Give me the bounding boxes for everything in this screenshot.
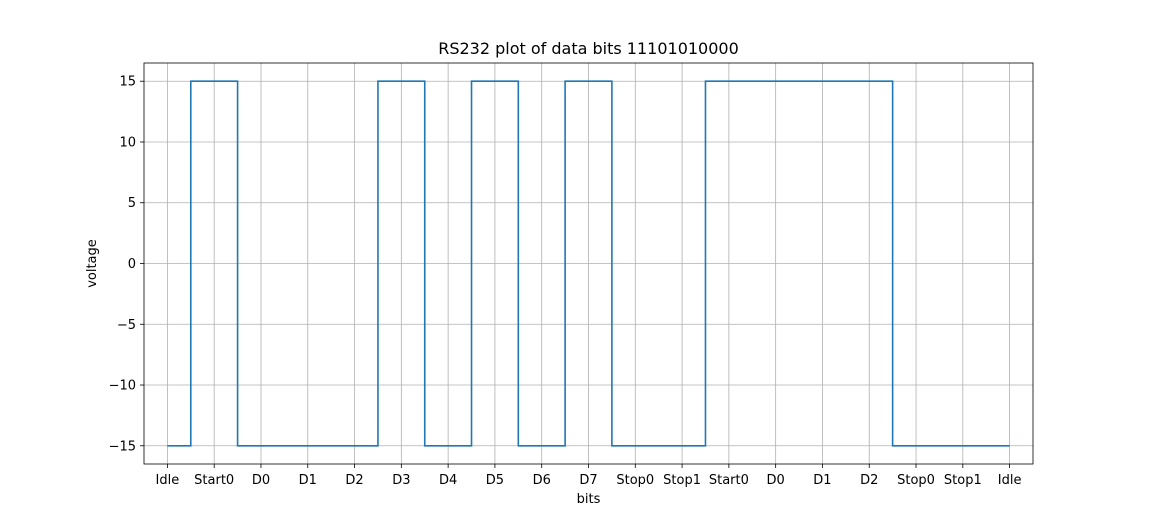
x-axis-ticks: Idle Start0 D0 D1 D2 D3 D4 D5 D6 D7 Stop0 Stop1 Star… xyxy=(156,464,1022,488)
data-point xyxy=(962,445,964,447)
x-tick-label: Start0 xyxy=(709,473,749,488)
x-tick-label: D0 xyxy=(252,473,270,488)
data-point xyxy=(541,445,543,447)
series-layer xyxy=(166,80,1010,447)
x-tick-label: Idle xyxy=(156,473,180,488)
y-axis-ticks: −15 −10 −5 0 5 10 15 xyxy=(109,75,144,454)
x-tick-label: Stop0 xyxy=(897,473,935,488)
data-point xyxy=(307,445,309,447)
x-tick-label: D2 xyxy=(345,473,363,488)
y-tick-label: −15 xyxy=(109,439,136,454)
data-point xyxy=(634,445,636,447)
x-tick-label: D2 xyxy=(860,473,878,488)
x-tick-label: D1 xyxy=(299,473,317,488)
data-point xyxy=(213,80,215,82)
x-tick-label: D4 xyxy=(439,473,457,488)
x-tick-label: D1 xyxy=(813,473,831,488)
data-point xyxy=(728,80,730,82)
y-tick-label: 10 xyxy=(119,135,136,150)
x-tick-label: Start0 xyxy=(194,473,234,488)
y-tick-label: −10 xyxy=(109,379,136,394)
y-tick-label: 5 xyxy=(128,196,136,211)
series-line xyxy=(167,80,1010,447)
y-axis-label: voltage xyxy=(85,239,100,288)
y-tick-label: 15 xyxy=(119,75,136,90)
x-tick-label: Stop1 xyxy=(944,473,982,488)
data-point xyxy=(774,80,776,82)
x-tick-label: D5 xyxy=(486,473,504,488)
data-point xyxy=(260,445,262,447)
data-point xyxy=(494,80,496,82)
data-point xyxy=(1008,445,1010,447)
data-point xyxy=(400,80,402,82)
data-point xyxy=(353,445,355,447)
grid-layer xyxy=(144,63,1033,464)
y-tick-label: 0 xyxy=(128,257,136,272)
data-point xyxy=(587,80,589,82)
x-tick-label: D0 xyxy=(767,473,785,488)
x-tick-label: Idle xyxy=(998,473,1022,488)
data-point xyxy=(166,445,168,447)
data-point xyxy=(915,445,917,447)
data-point xyxy=(447,445,449,447)
data-point xyxy=(681,445,683,447)
x-tick-label: D6 xyxy=(533,473,551,488)
x-tick-label: Stop1 xyxy=(663,473,701,488)
y-tick-label: −5 xyxy=(117,318,136,333)
data-point xyxy=(868,80,870,82)
x-tick-label: D7 xyxy=(579,473,597,488)
chart-title: RS232 plot of data bits 11101010000 xyxy=(438,39,739,58)
x-tick-label: D3 xyxy=(392,473,410,488)
data-point xyxy=(821,80,823,82)
x-axis-label: bits xyxy=(577,492,601,507)
x-tick-label: Stop0 xyxy=(616,473,654,488)
